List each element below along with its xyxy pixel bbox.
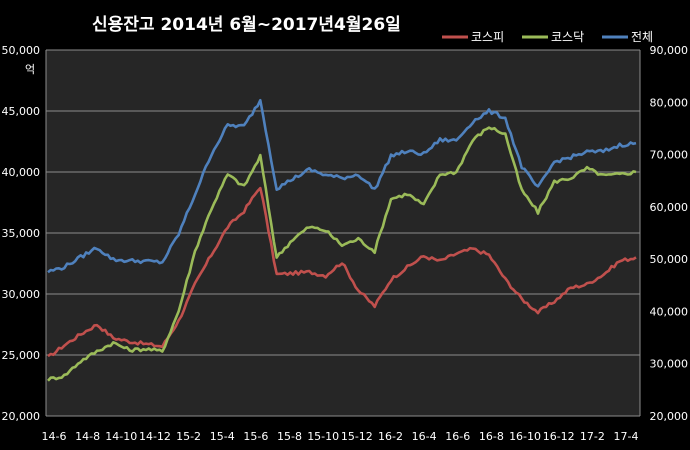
x-tick-label: 15-12 bbox=[341, 430, 373, 443]
right-tick-label: 60,000 bbox=[650, 201, 689, 214]
left-tick-label: 30,000 bbox=[2, 288, 41, 301]
x-tick-label: 15-8 bbox=[277, 430, 302, 443]
legend-label: 코스피 bbox=[471, 30, 504, 44]
right-tick-label: 90,000 bbox=[650, 44, 689, 57]
x-tick-label: 14-12 bbox=[139, 430, 171, 443]
x-tick-label: 15-4 bbox=[210, 430, 235, 443]
x-tick-label: 15-2 bbox=[176, 430, 201, 443]
right-tick-label: 30,000 bbox=[650, 358, 689, 371]
x-tick-label: 16-4 bbox=[412, 430, 437, 443]
x-tick-label: 15-10 bbox=[307, 430, 339, 443]
series-line-total bbox=[47, 98, 637, 274]
series-line-kosdaq bbox=[47, 126, 637, 382]
x-tick-label: 16-8 bbox=[479, 430, 504, 443]
x-axis: 14-6 14-8 14-10 14-12 15-2 15-4 15-6 15-8 15-10 1… bbox=[42, 430, 639, 443]
legend: 코스피 코스닥 전체 bbox=[442, 30, 653, 44]
left-tick-label: 25,000 bbox=[2, 349, 41, 362]
x-tick-label: 17-4 bbox=[614, 430, 639, 443]
x-tick-label: 15-6 bbox=[243, 430, 268, 443]
x-tick-label: 17-2 bbox=[580, 430, 605, 443]
left-tick-label: 50,000 bbox=[2, 44, 41, 57]
right-axis: 20,000 30,000 40,000 50,000 60,000 70,000 80,0… bbox=[639, 44, 689, 423]
left-tick-label: 35,000 bbox=[2, 227, 41, 240]
chart-title: 신용잔고 2014년 6월~2017년4월26일 bbox=[92, 15, 401, 35]
x-tick-label: 14-6 bbox=[42, 430, 67, 443]
series-lines bbox=[47, 98, 637, 382]
x-tick-label: 16-12 bbox=[543, 430, 575, 443]
x-tick-label: 14-10 bbox=[105, 430, 137, 443]
right-tick-label: 40,000 bbox=[650, 305, 689, 318]
left-tick-label: 40,000 bbox=[2, 166, 41, 179]
x-tick-label: 16-6 bbox=[445, 430, 470, 443]
right-tick-label: 20,000 bbox=[650, 410, 689, 423]
legend-label: 전체 bbox=[631, 30, 653, 44]
series-line-kospi bbox=[47, 186, 637, 358]
legend-label: 코스닥 bbox=[551, 30, 584, 44]
x-tick-label: 16-2 bbox=[378, 430, 403, 443]
left-axis-unit: 억 bbox=[25, 63, 35, 76]
grid-lines bbox=[46, 49, 640, 417]
right-tick-label: 80,000 bbox=[650, 96, 689, 109]
x-tick-label: 14-8 bbox=[75, 430, 100, 443]
left-tick-label: 20,000 bbox=[2, 410, 41, 423]
right-tick-label: 70,000 bbox=[650, 149, 689, 162]
left-tick-label: 45,000 bbox=[2, 105, 41, 118]
left-axis: 20,000 25,000 30,000 35,000 40,000 45,000 50,0… bbox=[2, 44, 47, 423]
right-tick-label: 50,000 bbox=[650, 253, 689, 266]
x-tick-label: 16-10 bbox=[509, 430, 541, 443]
